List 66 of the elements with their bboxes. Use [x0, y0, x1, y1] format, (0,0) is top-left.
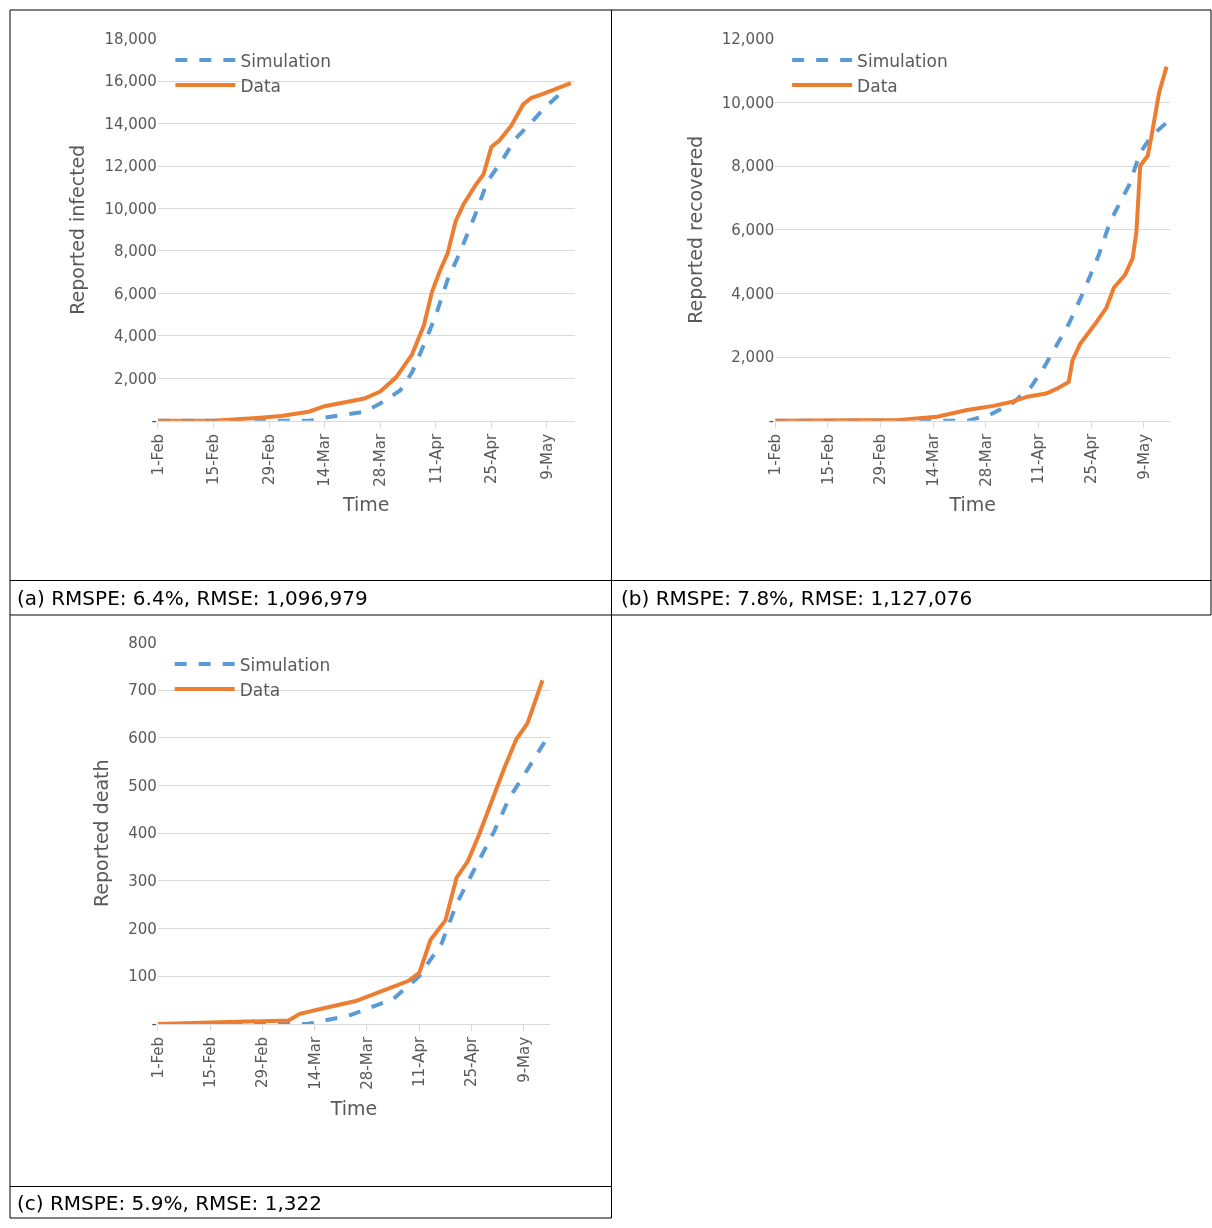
y-tick-label: 6,000: [113, 284, 157, 303]
x-tick-label: 14-Mar: [924, 433, 943, 487]
y-tick-label: 14,000: [104, 114, 157, 133]
y-tick-label: -: [768, 412, 775, 431]
x-tick-label: 28-Mar: [976, 433, 995, 487]
x-tick-label: 11-Apr: [410, 1036, 429, 1088]
y-tick-label: 10,000: [721, 93, 775, 112]
y-tick-label: 12,000: [104, 157, 157, 176]
x-tick-label: 9-May: [537, 433, 556, 480]
legend-label: Data: [240, 75, 281, 96]
y-tick-label: 10,000: [104, 199, 157, 218]
x-tick-label: 29-Feb: [253, 1036, 272, 1088]
x-tick-label: 9-May: [514, 1036, 533, 1083]
y-tick-label: 700: [128, 681, 157, 700]
y-tick-label: 12,000: [721, 29, 775, 48]
y-tick-label: 600: [128, 729, 157, 748]
x-tick-label: 14-Mar: [305, 1036, 324, 1090]
y-tick-label: 8,000: [113, 242, 157, 261]
legend-label: Data: [239, 679, 281, 700]
x-tick-label: 28-Mar: [371, 433, 390, 487]
x-tick-label: 28-Mar: [357, 1036, 376, 1090]
legend-label: Data: [857, 75, 898, 96]
x-tick-label: 15-Feb: [204, 433, 223, 485]
y-tick-label: 4,000: [113, 327, 157, 346]
x-tick-label: 25-Apr: [462, 1036, 481, 1088]
y-tick-label: -: [151, 1015, 157, 1034]
x-tick-label: 29-Feb: [871, 433, 890, 485]
x-axis-title: Time: [342, 493, 390, 516]
legend-label: Simulation: [857, 50, 948, 71]
x-tick-label: 1-Feb: [766, 433, 785, 476]
y-tick-label: 300: [128, 872, 157, 891]
x-tick-label: 11-Apr: [1029, 433, 1048, 484]
y-tick-label: 18,000: [104, 29, 157, 48]
y-tick-label: 500: [128, 776, 157, 795]
x-tick-label: 15-Feb: [201, 1036, 220, 1088]
y-axis-title: Reported infected: [66, 144, 89, 315]
line-series: [157, 678, 545, 1024]
legend-label: Simulation: [239, 654, 331, 675]
y-tick-label: 200: [128, 919, 157, 938]
x-tick-label: 11-Apr: [426, 433, 445, 484]
y-tick-label: 8,000: [731, 157, 775, 176]
text: (c) RMSPE: 5.9%, RMSE: 1,322: [17, 1191, 322, 1215]
x-tick-label: 9-May: [1134, 433, 1153, 480]
x-tick-label: 1-Feb: [148, 433, 167, 476]
x-tick-label: 25-Apr: [482, 433, 501, 484]
y-tick-label: 400: [128, 824, 157, 843]
y-tick-label: 16,000: [104, 72, 157, 91]
y-axis-title: Reported death: [90, 759, 113, 908]
y-tick-label: 100: [128, 967, 157, 986]
y-axis-title: Reported recovered: [683, 135, 706, 324]
x-axis-title: Time: [329, 1096, 378, 1119]
x-tick-label: 29-Feb: [259, 433, 278, 485]
y-tick-label: 6,000: [731, 220, 775, 239]
text: (b) RMSPE: 7.8%, RMSE: 1,127,076: [621, 586, 973, 610]
y-tick-label: 2,000: [731, 348, 775, 367]
x-tick-label: 15-Feb: [818, 433, 837, 485]
legend-label: Simulation: [240, 50, 331, 71]
y-tick-label: -: [151, 412, 157, 431]
x-tick-label: 14-Mar: [315, 433, 334, 487]
text: (a) RMSPE: 6.4%, RMSE: 1,096,979: [17, 586, 368, 610]
y-tick-label: 4,000: [731, 284, 775, 303]
x-axis-title: Time: [948, 493, 997, 516]
x-tick-label: 1-Feb: [148, 1036, 167, 1079]
y-tick-label: 800: [128, 633, 157, 652]
x-tick-label: 25-Apr: [1082, 433, 1101, 484]
y-tick-label: 2,000: [113, 369, 157, 388]
